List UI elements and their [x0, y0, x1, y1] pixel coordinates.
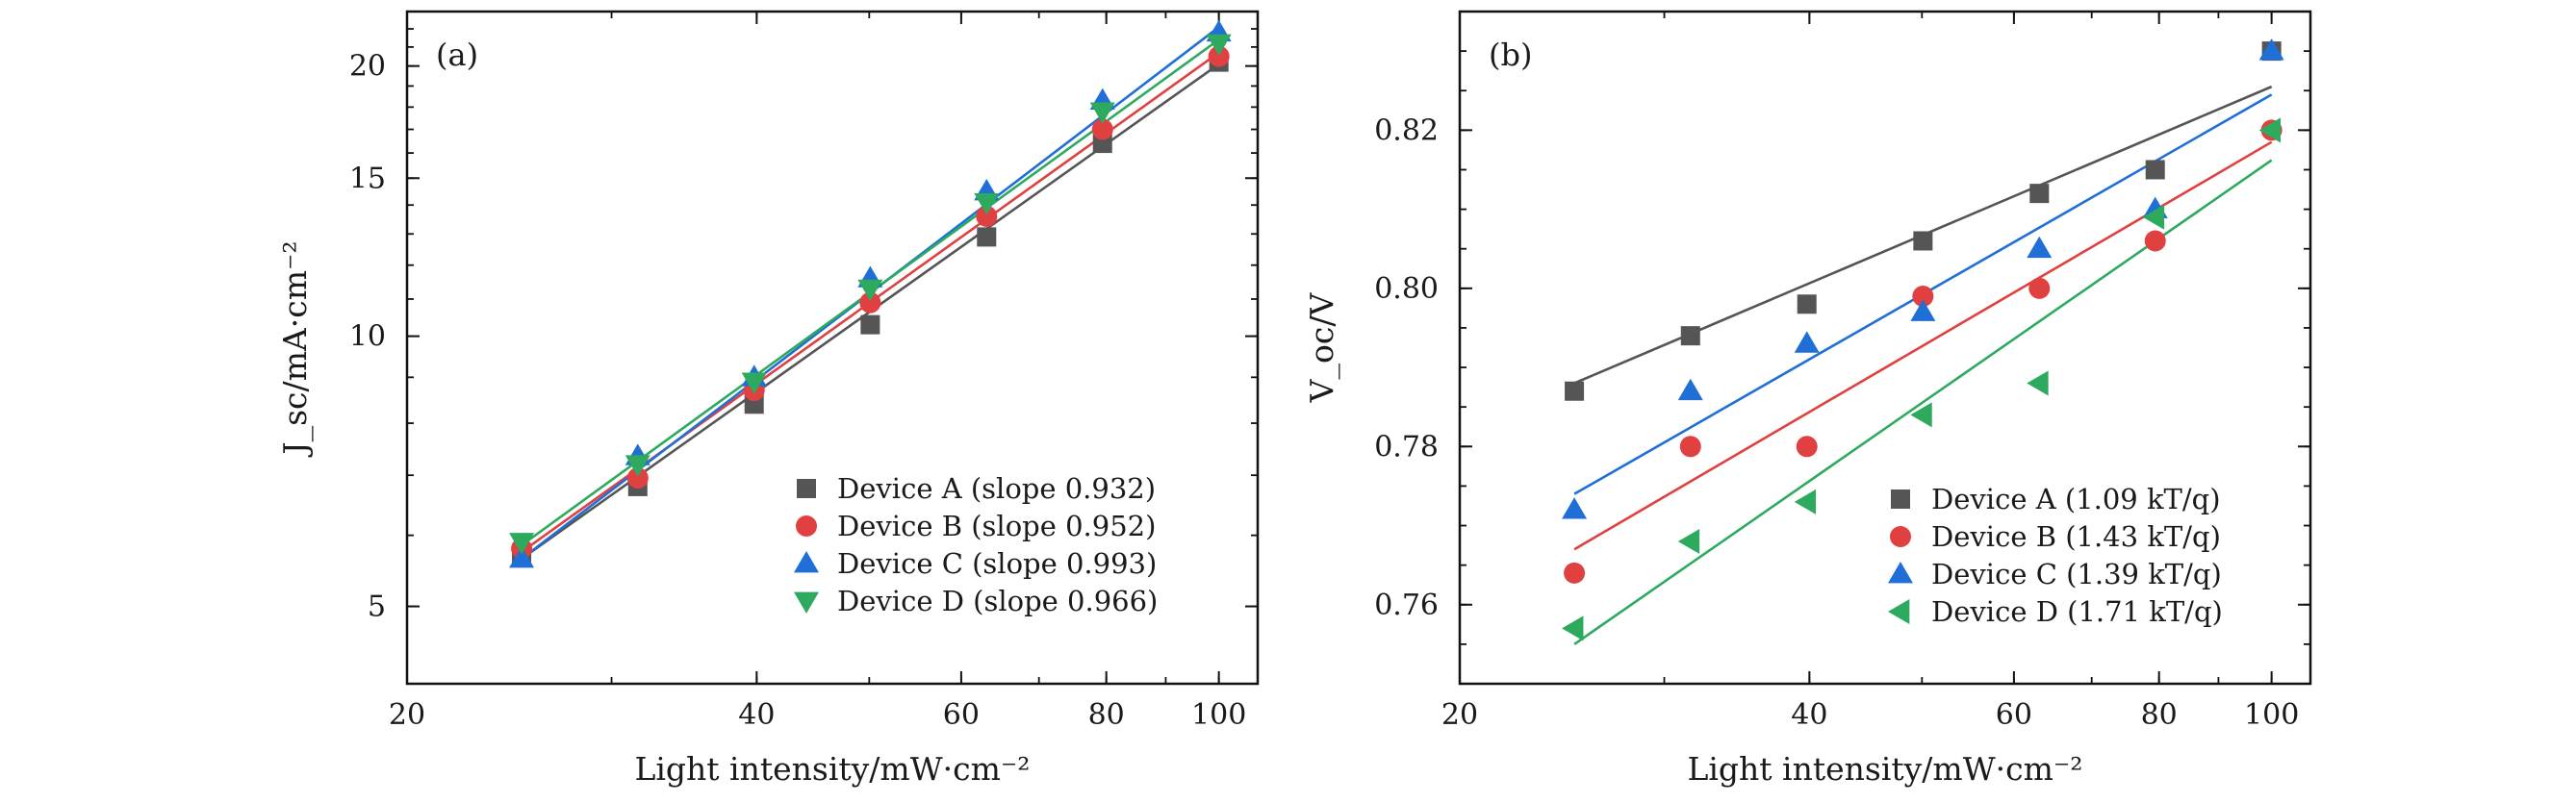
data-point: [1910, 402, 1932, 428]
legend-marker: [1888, 562, 1913, 584]
plot-frame: [405, 10, 1260, 686]
y-tick-label: 10: [349, 320, 386, 354]
data-point: [859, 291, 881, 314]
data-point: [1794, 331, 1820, 353]
data-point: [1562, 615, 1584, 641]
legend-label: Device A (slope 0.932): [837, 472, 1156, 505]
x-tick-label: 80: [2141, 698, 2178, 732]
x-tick-label: 60: [1996, 698, 2032, 732]
data-point: [2027, 236, 2053, 259]
legend-marker: [1890, 526, 1911, 547]
data-point: [2142, 204, 2165, 230]
data-point: [2145, 160, 2165, 180]
data-point: [2027, 370, 2049, 396]
y-tick-label: 15: [349, 162, 386, 195]
legend-label: Device B (slope 0.952): [837, 510, 1156, 542]
data-point: [2029, 184, 2050, 204]
data-point: [974, 192, 1000, 215]
data-point: [1206, 34, 1232, 57]
x-tick-label: 40: [1791, 698, 1827, 732]
data-point: [1565, 381, 1585, 401]
data-point: [1679, 436, 1701, 458]
data-point: [1089, 102, 1115, 124]
x-tick-label: 40: [738, 698, 775, 732]
y-tick-label: 0.78: [1374, 430, 1439, 464]
data-point: [1091, 118, 1113, 140]
legend-label: Device C (slope 0.993): [837, 547, 1157, 580]
data-point: [2028, 277, 2051, 299]
legend-label: Device A (1.09 kT/q): [1931, 483, 2221, 515]
data-point: [1796, 436, 1818, 458]
x-tick-label: 20: [389, 698, 425, 732]
panel-a: 20 40 60 80 100 5 10 15 20 Light intensity/mW·cm⁻…: [276, 10, 1260, 788]
x-tick-label: 80: [1088, 698, 1125, 732]
data-point: [1910, 299, 1936, 321]
x-tick-label: 20: [1441, 698, 1478, 732]
legend-label: Device C (1.39 kT/q): [1931, 558, 2222, 590]
y-tick-label: 5: [368, 590, 386, 624]
legend-marker: [1888, 599, 1910, 624]
legend-marker: [797, 479, 816, 498]
y-tick-label: 0.80: [1374, 272, 1439, 306]
legend-marker: [1891, 489, 1910, 509]
legend-marker: [794, 551, 819, 573]
panel-b: 20 40 60 80 100 0.76 0.78 0.80 0.82 Light intensi…: [1303, 10, 2312, 788]
x-axis-label: Light intensity/mW·cm⁻²: [1687, 750, 2082, 788]
data-point: [1794, 489, 1817, 514]
data-point: [2258, 38, 2284, 61]
x-tick-label: 100: [2244, 698, 2299, 732]
data-point: [976, 205, 998, 227]
data-point: [626, 467, 649, 489]
legend-marker: [794, 591, 819, 614]
y-axis-label: V_oc/V: [1303, 292, 1341, 404]
data-point: [509, 533, 535, 555]
panel-label: (a): [436, 37, 478, 73]
data-point: [1797, 294, 1817, 314]
data-point: [1680, 326, 1700, 346]
data-point: [1564, 562, 1586, 584]
data-point: [1913, 231, 1933, 251]
plot-frame: [1458, 10, 2312, 686]
data-point: [1208, 45, 1230, 67]
legend-label: Device B (1.43 kT/q): [1931, 520, 2221, 553]
data-point: [1912, 286, 1934, 308]
data-point: [625, 455, 650, 477]
x-tick-label: 100: [1191, 698, 1246, 732]
data-point: [509, 546, 535, 568]
x-axis-label: Light intensity/mW·cm⁻²: [634, 750, 1030, 788]
data-point: [1677, 528, 1700, 554]
y-tick-label: 0.82: [1374, 113, 1439, 147]
legend-label: Device D (slope 0.966): [837, 585, 1158, 617]
data-point: [2258, 117, 2282, 143]
x-tick-label: 60: [943, 698, 980, 732]
data-point: [2144, 230, 2166, 252]
data-point: [1677, 378, 1703, 401]
legend-marker: [796, 515, 817, 537]
data-point: [977, 227, 997, 247]
legend-label: Device D (1.71 kT/q): [1931, 595, 2223, 628]
panel-label: (b): [1489, 37, 1532, 73]
data-point: [857, 279, 883, 302]
data-point: [1562, 497, 1588, 519]
data-point: [860, 314, 880, 335]
y-tick-label: 20: [349, 50, 386, 84]
data-point: [741, 372, 767, 394]
y-axis-label: J_sc/mA·cm⁻²: [276, 240, 315, 457]
y-tick-label: 0.76: [1374, 589, 1439, 622]
